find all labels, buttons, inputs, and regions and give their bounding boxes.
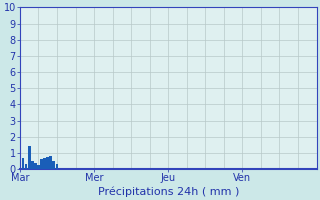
Bar (25, 164, 28, 169)
Bar (52, 161, 55, 169)
Bar (37, 165, 40, 169)
Bar (21, 158, 24, 169)
Bar (49, 156, 52, 169)
Bar (40, 159, 43, 169)
Bar (28, 146, 30, 169)
Bar (56, 164, 58, 169)
Bar (46, 157, 49, 169)
X-axis label: Précipitations 24h ( mm ): Précipitations 24h ( mm ) (98, 186, 239, 197)
Bar (43, 158, 46, 169)
Bar (31, 161, 34, 169)
Bar (34, 163, 37, 169)
